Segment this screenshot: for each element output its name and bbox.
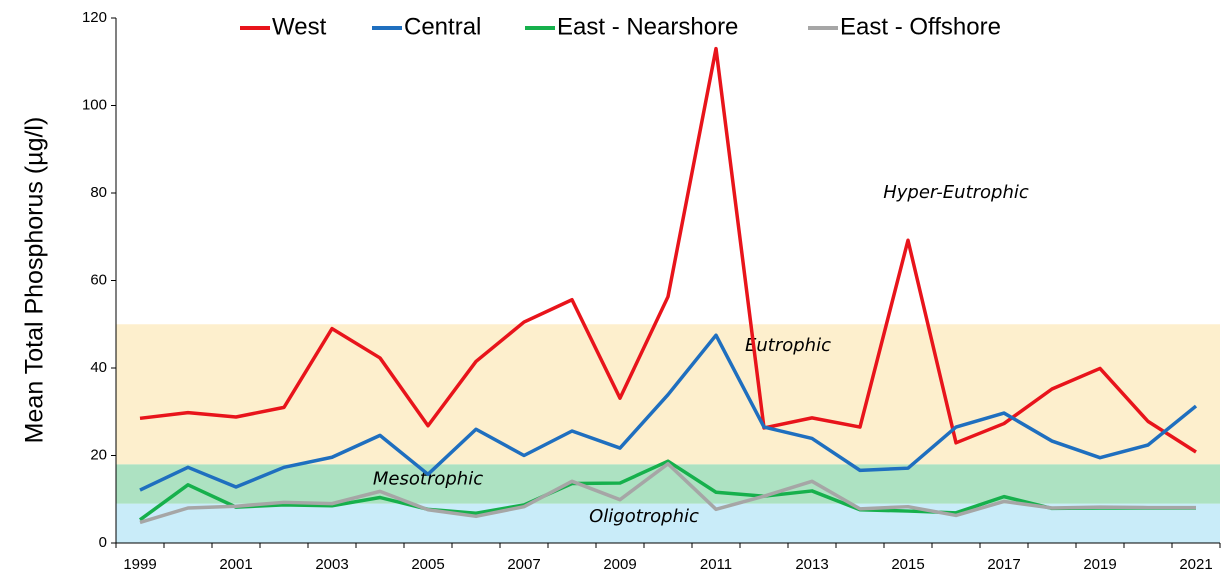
x-tick-label: 2005 xyxy=(411,556,444,573)
y-tick-label: 120 xyxy=(82,9,107,26)
x-tick-label: 1999 xyxy=(123,556,156,573)
series-line xyxy=(138,459,1196,522)
y-tick-label: 20 xyxy=(90,446,107,463)
x-tick-label: 2015 xyxy=(891,556,924,573)
x-tick-label: 2017 xyxy=(987,556,1020,573)
series-line xyxy=(139,462,1196,525)
band-label: Eutrophic xyxy=(745,335,831,356)
band-label: Mesotrophic xyxy=(373,469,483,490)
x-tick-label: 2007 xyxy=(507,556,540,573)
x-tick-label: 2013 xyxy=(795,556,828,573)
legend-label: East - Offshore xyxy=(840,13,1001,40)
y-tick-label: 0 xyxy=(99,534,107,551)
x-tick-label: 2021 xyxy=(1179,556,1212,573)
series-line xyxy=(139,46,1197,454)
series-line xyxy=(139,333,1198,492)
y-tick-label: 60 xyxy=(90,271,107,288)
x-tick-label: 2011 xyxy=(700,556,732,573)
x-tick-label: 2009 xyxy=(603,556,636,573)
legend: West Central East - Nearshore East - Offsho… xyxy=(240,13,1001,40)
x-tick-label: 2003 xyxy=(315,556,348,573)
trophic-band xyxy=(116,464,1220,504)
y-tick-label: 80 xyxy=(90,184,107,201)
band-label: Hyper-Eutrophic xyxy=(883,182,1029,203)
y-tick-label: 40 xyxy=(90,359,107,376)
trophic-band xyxy=(116,503,1220,543)
y-tick-label: 100 xyxy=(82,96,107,113)
x-tick-label: 2001 xyxy=(219,556,252,573)
legend-label: West xyxy=(272,13,327,40)
legend-label: East - Nearshore xyxy=(557,13,738,40)
legend-label: Central xyxy=(404,13,481,40)
y-axis-label: Mean Total Phosphorus (µg/l) xyxy=(21,117,49,444)
x-tick-label: 2019 xyxy=(1083,556,1116,573)
band-label: Oligotrophic xyxy=(589,506,699,527)
